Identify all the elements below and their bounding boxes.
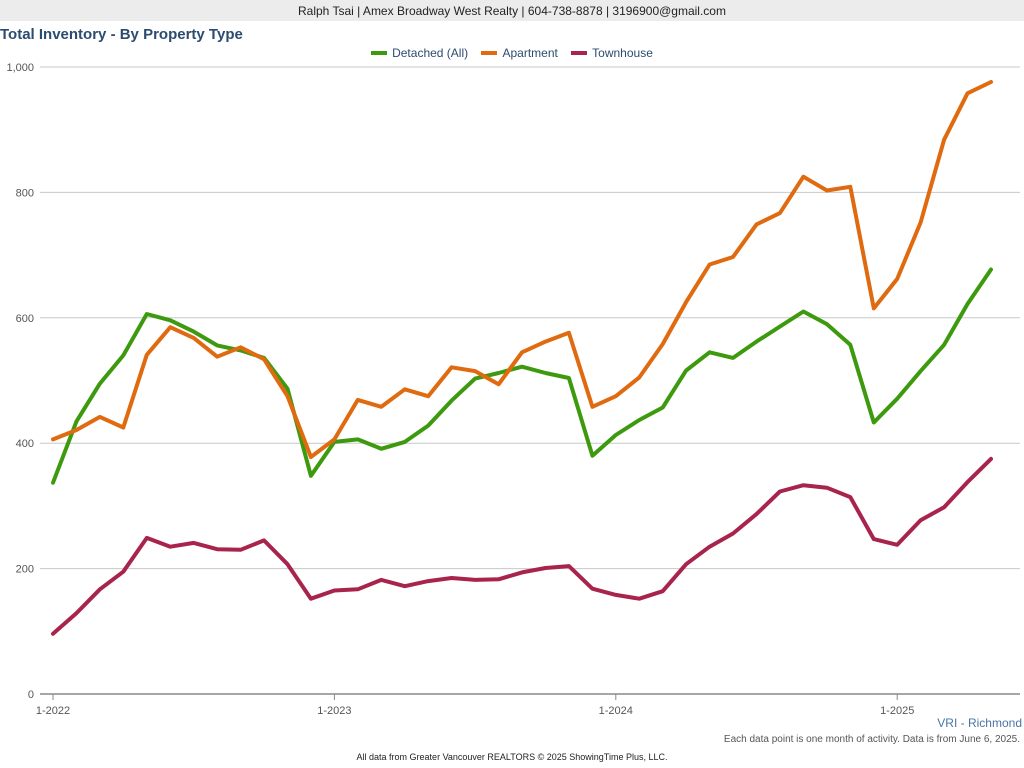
legend-label-townhouse: Townhouse (592, 46, 653, 60)
y-tick-label: 800 (16, 187, 34, 199)
x-tick-label: 1-2024 (599, 705, 633, 717)
y-tick-label: 400 (16, 438, 34, 450)
contact-banner: Ralph Tsai | Amex Broadway West Realty |… (0, 0, 1024, 21)
series-line-detached-all (51, 267, 993, 485)
legend-swatch-detached (371, 50, 388, 55)
region-label: VRI - Richmond (937, 716, 1022, 730)
chart-legend: Detached (All) Apartment Townhouse (0, 46, 1024, 60)
series-line-apartment (51, 80, 993, 459)
y-tick-label: 1,000 (6, 62, 34, 74)
legend-item-townhouse[interactable]: Townhouse (571, 46, 653, 60)
y-tick-label: 600 (16, 313, 34, 325)
y-tick-label: 0 (28, 689, 34, 701)
legend-swatch-apartment (481, 50, 498, 55)
legend-label-apartment: Apartment (502, 46, 558, 60)
x-tick-label: 1-2022 (36, 705, 70, 717)
series-line-townhouse (51, 456, 993, 636)
x-tick-label: 1-2025 (880, 705, 914, 717)
legend-item-detached[interactable]: Detached (All) (371, 46, 468, 60)
contact-text: Ralph Tsai | Amex Broadway West Realty |… (298, 4, 726, 18)
chart-title: Total Inventory - By Property Type (0, 26, 243, 43)
legend-item-apartment[interactable]: Apartment (481, 46, 558, 60)
x-tick-label: 1-2023 (317, 705, 351, 717)
legend-swatch-townhouse (571, 50, 588, 55)
data-credit: All data from Greater Vancouver REALTORS… (356, 752, 668, 762)
data-note: Each data point is one month of activity… (723, 734, 1020, 745)
legend-label-detached: Detached (All) (392, 46, 469, 60)
y-tick-label: 200 (16, 564, 34, 576)
